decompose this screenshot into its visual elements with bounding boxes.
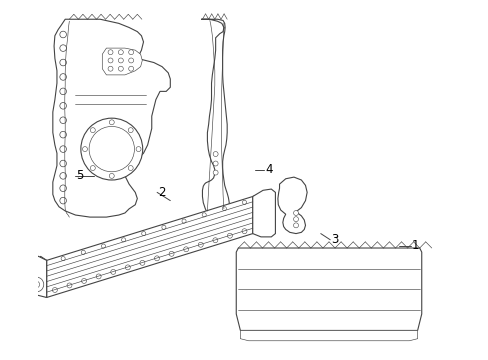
Circle shape (293, 211, 298, 215)
Circle shape (128, 128, 133, 132)
Circle shape (90, 166, 95, 171)
Circle shape (183, 247, 188, 252)
Circle shape (118, 58, 123, 63)
Circle shape (60, 31, 66, 38)
Circle shape (142, 231, 145, 236)
Circle shape (136, 147, 141, 152)
Circle shape (60, 197, 66, 204)
Text: 4: 4 (265, 163, 272, 176)
Circle shape (227, 233, 232, 238)
Circle shape (89, 126, 134, 172)
Circle shape (128, 166, 133, 171)
Circle shape (108, 66, 113, 71)
Polygon shape (53, 19, 170, 217)
Circle shape (60, 172, 66, 179)
Circle shape (82, 147, 87, 152)
Circle shape (60, 88, 66, 95)
Circle shape (293, 223, 298, 228)
Circle shape (29, 277, 43, 292)
Circle shape (60, 185, 66, 192)
Circle shape (33, 281, 40, 288)
Circle shape (109, 120, 114, 125)
Polygon shape (30, 256, 46, 297)
Circle shape (162, 225, 165, 229)
Circle shape (128, 58, 133, 63)
Circle shape (212, 238, 217, 243)
Circle shape (213, 170, 218, 175)
Polygon shape (236, 248, 421, 330)
Circle shape (109, 174, 114, 178)
Polygon shape (201, 19, 229, 216)
Circle shape (154, 256, 159, 261)
Circle shape (81, 118, 142, 180)
Circle shape (242, 229, 246, 234)
Circle shape (90, 128, 95, 132)
Circle shape (60, 59, 66, 66)
Circle shape (96, 274, 101, 279)
Text: 1: 1 (411, 239, 418, 252)
Circle shape (198, 242, 203, 247)
Circle shape (60, 74, 66, 80)
Polygon shape (41, 256, 46, 297)
Circle shape (52, 288, 57, 292)
Polygon shape (102, 48, 142, 75)
Circle shape (108, 50, 113, 55)
Circle shape (81, 250, 85, 255)
Circle shape (125, 265, 130, 270)
Polygon shape (277, 177, 306, 234)
Circle shape (222, 207, 226, 211)
Text: 2: 2 (158, 186, 165, 199)
Circle shape (81, 278, 86, 283)
Text: 3: 3 (331, 233, 338, 246)
Circle shape (60, 146, 66, 152)
Polygon shape (240, 330, 417, 341)
Circle shape (61, 257, 65, 261)
Circle shape (67, 283, 72, 288)
Circle shape (182, 219, 186, 223)
Circle shape (60, 45, 66, 51)
Circle shape (213, 161, 218, 166)
Circle shape (101, 244, 105, 248)
Polygon shape (46, 197, 252, 297)
Polygon shape (252, 192, 264, 234)
Circle shape (118, 66, 123, 71)
Circle shape (169, 251, 174, 256)
Polygon shape (205, 216, 231, 229)
Circle shape (293, 217, 298, 222)
Circle shape (140, 260, 144, 265)
Circle shape (128, 50, 133, 55)
Text: 5: 5 (76, 169, 83, 183)
Circle shape (60, 131, 66, 138)
Circle shape (110, 269, 116, 274)
Circle shape (60, 160, 66, 167)
Polygon shape (252, 189, 275, 237)
Circle shape (128, 66, 133, 71)
Circle shape (60, 117, 66, 123)
Circle shape (118, 50, 123, 55)
Circle shape (108, 58, 113, 63)
Circle shape (60, 103, 66, 109)
Circle shape (242, 200, 246, 204)
Circle shape (202, 213, 206, 217)
Circle shape (122, 238, 125, 242)
Circle shape (213, 152, 218, 157)
